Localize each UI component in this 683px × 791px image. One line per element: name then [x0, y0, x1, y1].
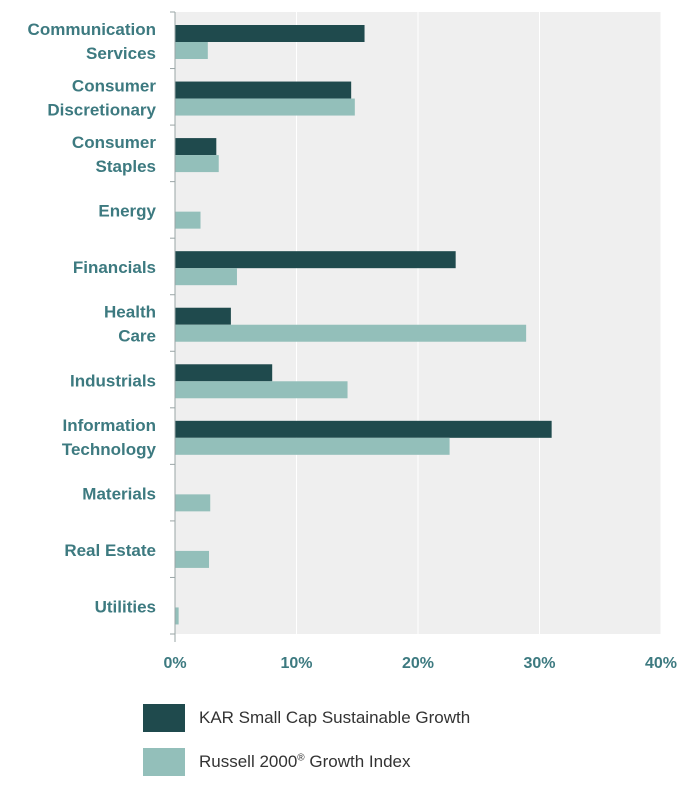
category-label: Services — [86, 44, 156, 63]
category-label: Consumer — [72, 77, 156, 96]
category-label: Health — [104, 303, 156, 322]
legend-label-russell-main: Russell 2000 — [199, 752, 298, 771]
bar-russell — [175, 494, 211, 512]
legend-swatch-kar — [143, 704, 185, 732]
bar-kar — [175, 420, 552, 438]
category-label: Discretionary — [47, 101, 156, 120]
category-label: Technology — [62, 440, 157, 459]
category-label: Information — [63, 416, 157, 435]
x-tick-label: 10% — [280, 655, 312, 672]
legend-label-russell: Russell 2000® Growth Index — [199, 752, 410, 772]
category-label: Financials — [73, 258, 156, 277]
bar-kar — [175, 307, 231, 325]
bar-russell — [175, 268, 237, 286]
bar-russell — [175, 42, 208, 59]
bar-russell — [175, 550, 210, 568]
bar-kar — [175, 138, 217, 156]
bars — [175, 25, 552, 625]
bar-kar — [175, 81, 352, 99]
legend-label-russell-sup: ® — [297, 752, 305, 764]
x-tick-labels: 0% 10% 20% 30% 40% — [163, 655, 677, 672]
category-label: Staples — [96, 157, 156, 176]
category-label: Industrials — [70, 371, 156, 390]
category-label: Consumer — [72, 133, 156, 152]
legend: KAR Small Cap Sustainable Growth Russell… — [143, 703, 470, 791]
bar-russell — [175, 437, 450, 455]
category-labels: Communication Services Consumer Discretiona… — [28, 20, 157, 616]
sector-bar-chart: Communication Services Consumer Discretiona… — [28, 11, 677, 672]
x-tick-label: 20% — [402, 655, 434, 672]
bar-russell — [175, 98, 355, 116]
bar-russell — [175, 155, 219, 173]
axis — [170, 11, 176, 642]
x-tick-label: 30% — [523, 655, 555, 672]
legend-swatch-russell — [143, 748, 185, 776]
category-label: Care — [118, 327, 156, 346]
x-tick-label: 40% — [645, 655, 677, 672]
bar-kar — [175, 25, 365, 42]
category-label: Materials — [82, 484, 156, 503]
bar-russell — [175, 324, 527, 342]
legend-label-kar: KAR Small Cap Sustainable Growth — [199, 708, 471, 727]
category-label: Energy — [98, 202, 156, 221]
category-label: Utilities — [95, 597, 156, 616]
bar-kar — [175, 251, 456, 269]
bar-kar — [175, 364, 273, 382]
category-label: Communication — [28, 20, 156, 39]
bar-russell — [175, 381, 348, 399]
legend-label-russell-tail: Growth Index — [304, 752, 411, 771]
legend-item-kar: KAR Small Cap Sustainable Growth — [143, 703, 470, 733]
x-tick-label: 0% — [163, 655, 186, 672]
legend-item-russell: Russell 2000® Growth Index — [143, 747, 470, 777]
gridlines — [296, 12, 662, 634]
category-label: Real Estate — [64, 541, 156, 560]
bar-russell — [175, 607, 179, 625]
bar-russell — [175, 211, 201, 229]
